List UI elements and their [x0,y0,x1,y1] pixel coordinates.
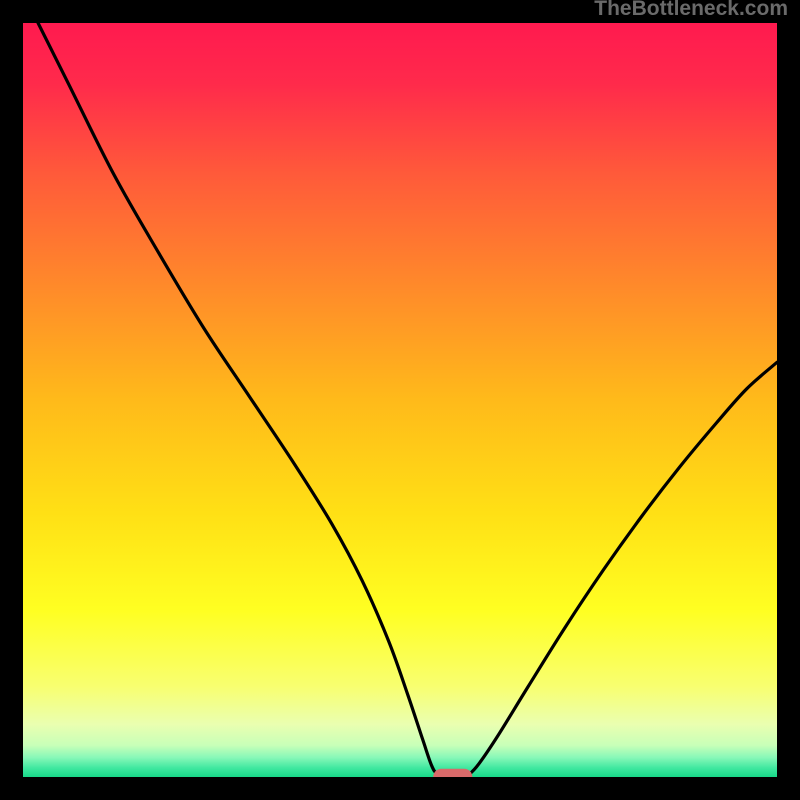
chart-background [23,23,777,777]
bottleneck-chart [23,23,777,777]
plot-frame [23,23,777,777]
watermark-label: TheBottleneck.com [594,0,788,21]
optimum-marker [433,769,472,777]
